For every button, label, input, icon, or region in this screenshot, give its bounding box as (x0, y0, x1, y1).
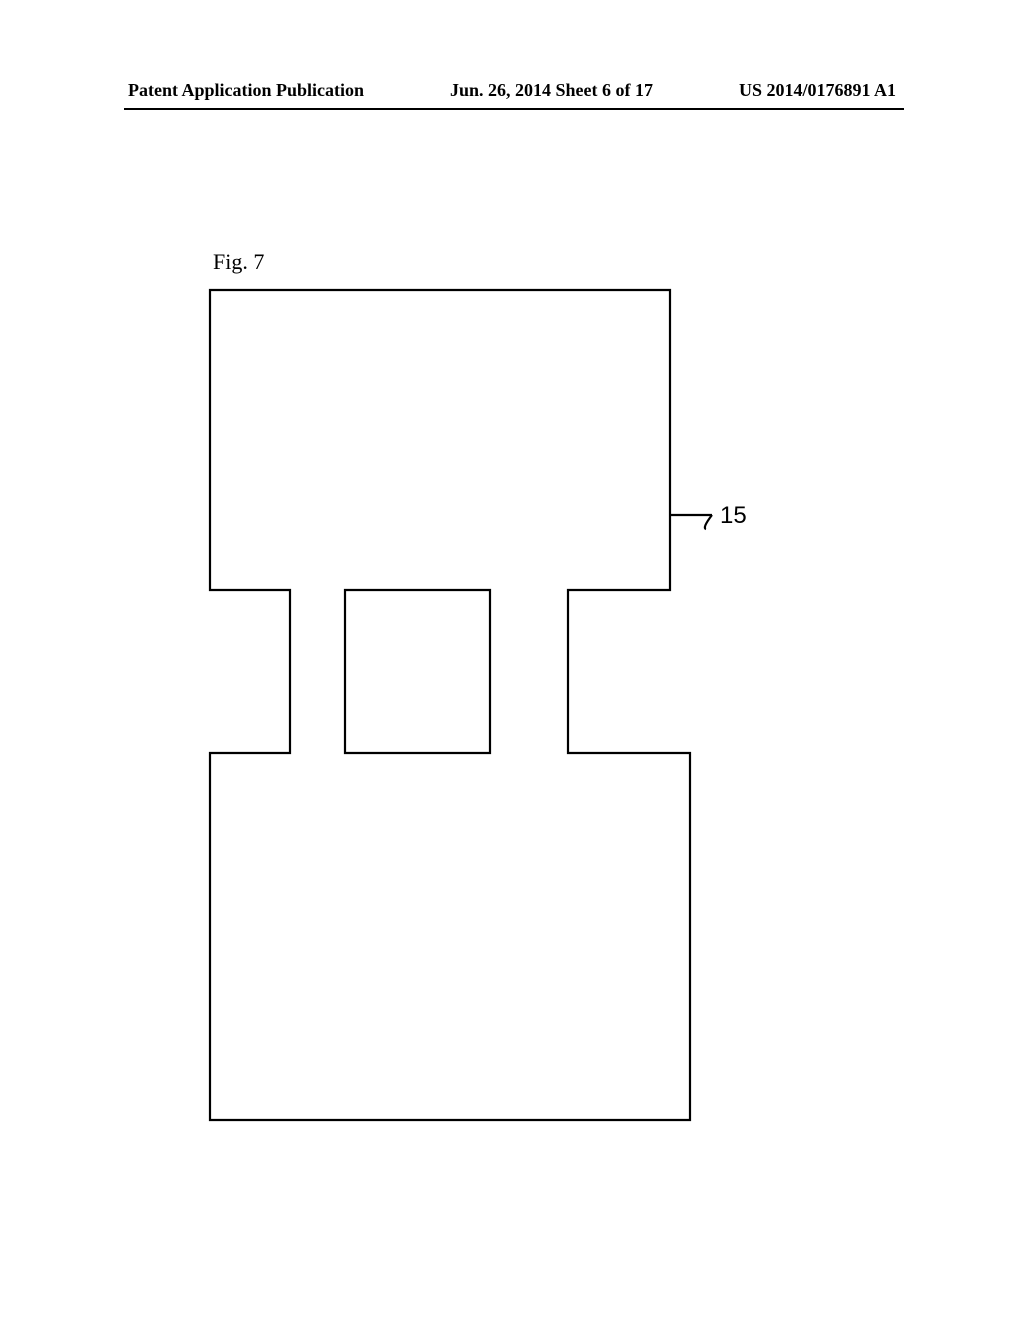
figure-label: Fig. 7 (213, 249, 264, 275)
figure-shape: 15 (210, 290, 747, 1120)
header-right: US 2014/0176891 A1 (739, 80, 896, 101)
patent-figure: 15 (200, 280, 800, 1150)
page-header: Patent Application Publication Jun. 26, … (0, 80, 1024, 101)
header-left: Patent Application Publication (128, 80, 364, 101)
reference-numeral: 15 (720, 502, 747, 529)
header-rule (124, 108, 904, 110)
header-center: Jun. 26, 2014 Sheet 6 of 17 (450, 80, 653, 101)
